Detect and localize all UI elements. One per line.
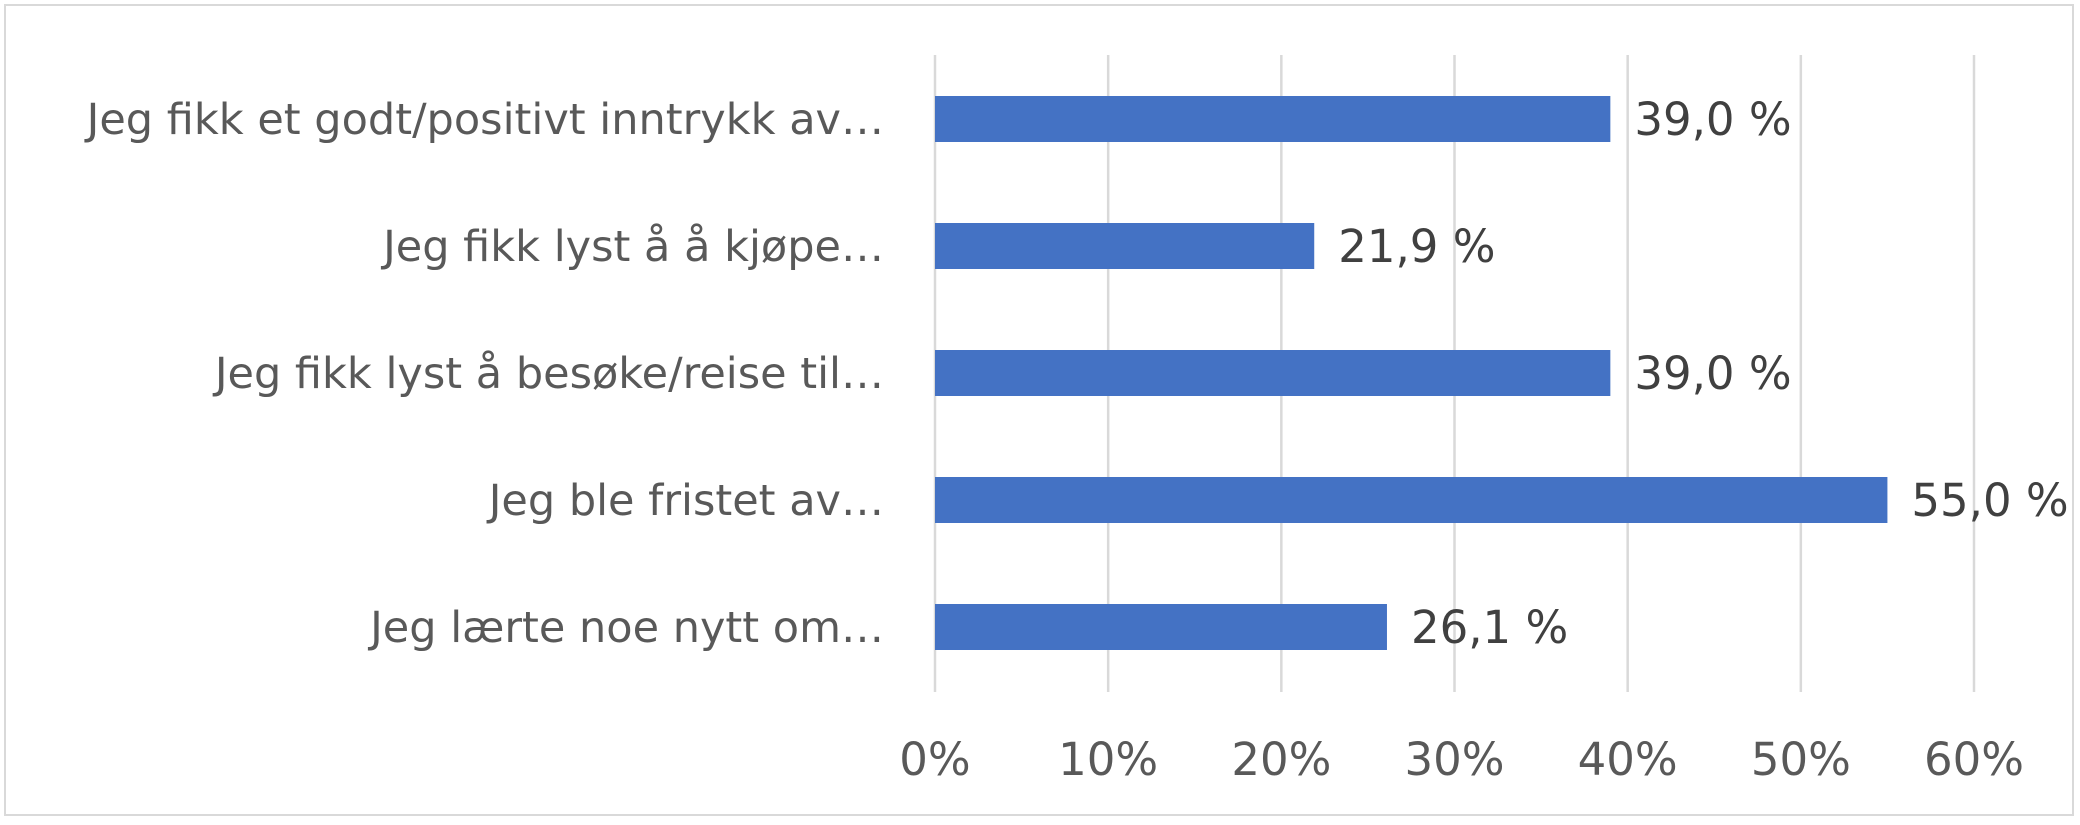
data-label: 39,0 % (1634, 93, 1791, 146)
x-tick-label: 10% (1058, 733, 1158, 786)
x-tick-label: 60% (1924, 733, 2024, 786)
gridlines (933, 55, 1976, 692)
x-axis-tick-labels: 0% 10% 20% 30% 40% 50% 60% (899, 733, 2024, 786)
data-label: 21,9 % (1338, 220, 1495, 273)
x-tick-label: 40% (1578, 733, 1678, 786)
x-tick-label: 0% (899, 733, 970, 786)
category-labels: Jeg fikk et godt/positivt inntrykk av… Je… (84, 95, 884, 653)
category-label: Jeg fikk lyst å å kjøpe… (380, 222, 884, 272)
bar (935, 477, 1888, 523)
data-label: 26,1 % (1411, 601, 1568, 654)
category-label: Jeg lærte noe nytt om… (367, 603, 884, 653)
x-tick-label: 20% (1231, 733, 1331, 786)
data-label: 55,0 % (1911, 474, 2068, 527)
x-tick-label: 50% (1751, 733, 1851, 786)
x-tick-label: 30% (1404, 733, 1504, 786)
category-label: Jeg fikk lyst å besøke/reise til… (212, 349, 884, 399)
data-label: 39,0 % (1634, 347, 1791, 400)
bar (935, 604, 1387, 650)
category-label: Jeg fikk et godt/positivt inntrykk av… (84, 95, 884, 145)
bar (935, 223, 1315, 269)
bar (935, 96, 1611, 142)
bar (935, 350, 1611, 396)
bars (935, 96, 1888, 650)
category-label: Jeg ble fristet av… (486, 476, 884, 526)
data-labels: 39,0 % 21,9 % 39,0 % 55,0 % 26,1 % (1338, 93, 2068, 654)
